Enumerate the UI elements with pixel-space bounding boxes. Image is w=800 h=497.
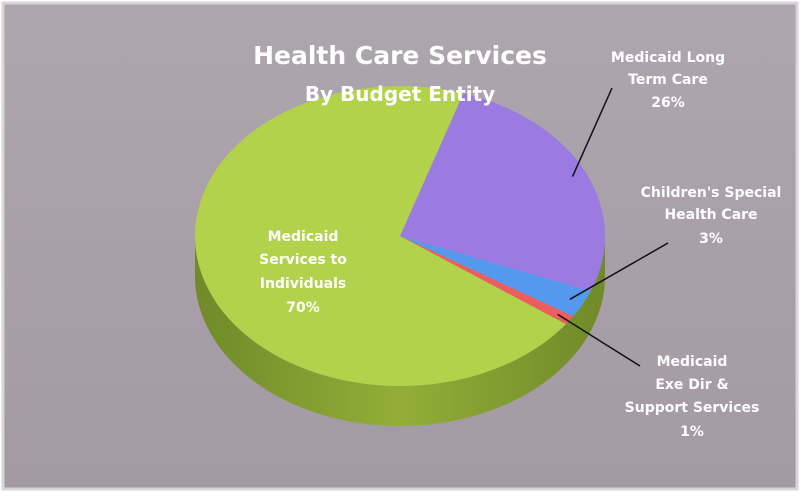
slice-percent: 26% bbox=[651, 95, 685, 111]
leader-line-medicaid-exe-dir-support-services bbox=[557, 313, 641, 367]
pie-side bbox=[195, 236, 605, 426]
slice-label-line: Support Services bbox=[625, 400, 760, 416]
slice-label-line: Health Care bbox=[664, 207, 757, 223]
slice-label-long-term-care: Medicaid Long Term Care 26% bbox=[611, 50, 725, 111]
pie-slice-children-s-special-health-care bbox=[400, 236, 591, 317]
slice-label-line: Services to bbox=[259, 252, 347, 268]
slice-label-line: Medicaid bbox=[657, 354, 728, 370]
leader-line-medicaid-long-term-care bbox=[571, 87, 613, 177]
chart-title: Health Care Services bbox=[253, 41, 547, 70]
slice-percent: 3% bbox=[699, 231, 723, 247]
leader-line-children-s-special-health-care bbox=[569, 242, 669, 300]
slice-label-line: Medicaid Long bbox=[611, 50, 725, 66]
pie-slices bbox=[195, 86, 605, 387]
slice-label-line: Medicaid bbox=[268, 229, 339, 245]
slice-label-line: Individuals bbox=[260, 276, 347, 292]
slice-label-services-individuals: Medicaid Services to Individuals 70% bbox=[259, 229, 347, 316]
pie-slice-medicaid-exe-dir-support-services bbox=[400, 236, 574, 325]
pie-slice-medicaid-services-to-individuals bbox=[195, 86, 566, 387]
pie-side-face bbox=[195, 236, 605, 426]
slice-label-line: Exe Dir & bbox=[655, 377, 728, 393]
slice-label-childrens-special: Children's Special Health Care 3% bbox=[641, 185, 782, 247]
chart-subtitle: By Budget Entity bbox=[305, 82, 495, 106]
slice-percent: 1% bbox=[680, 424, 704, 440]
slice-label-line: Term Care bbox=[628, 72, 708, 88]
slice-label-line: Children's Special bbox=[641, 185, 782, 201]
slice-percent: 70% bbox=[286, 300, 320, 316]
pie-slice-medicaid-long-term-care bbox=[400, 93, 605, 292]
slice-label-exe-dir: Medicaid Exe Dir & Support Services 1% bbox=[625, 354, 760, 440]
leader-lines bbox=[557, 87, 669, 367]
